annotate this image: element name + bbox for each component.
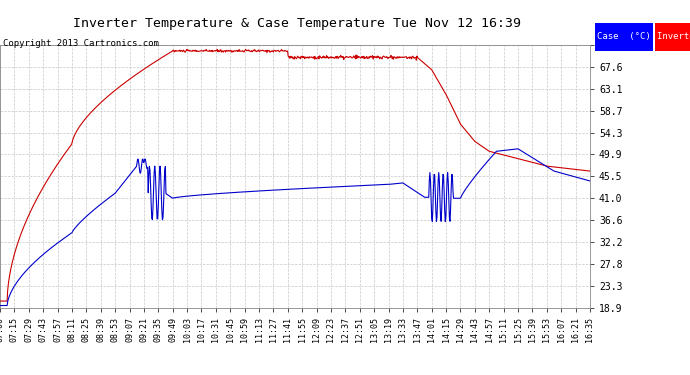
Text: Inverter  (°C): Inverter (°C) <box>657 32 690 41</box>
Text: Case  (°C): Case (°C) <box>597 32 651 41</box>
Text: Inverter Temperature & Case Temperature Tue Nov 12 16:39: Inverter Temperature & Case Temperature … <box>72 17 521 30</box>
Text: Copyright 2013 Cartronics.com: Copyright 2013 Cartronics.com <box>3 39 159 48</box>
